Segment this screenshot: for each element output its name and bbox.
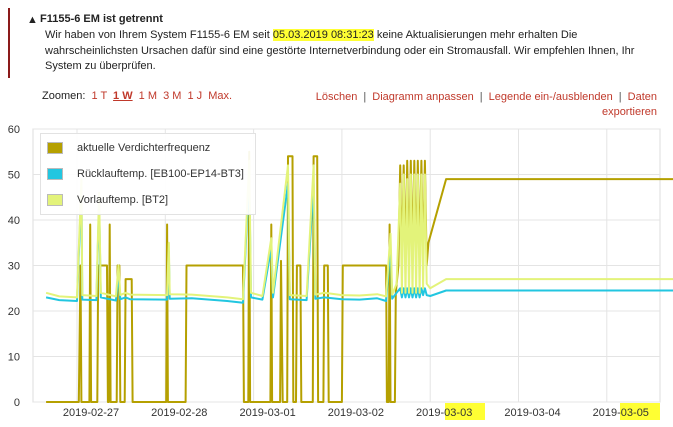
chart-legend: aktuelle Verdichterfrequenz Rücklauftemp…	[40, 133, 256, 215]
alert-timestamp: 05.03.2019 08:31:23	[272, 29, 374, 41]
highlight-marker	[620, 403, 660, 420]
y-tick-label: 20	[8, 306, 20, 318]
legend-label: aktuelle Verdichterfrequenz	[77, 142, 211, 154]
y-tick-label: 10	[8, 352, 20, 364]
legend-label: Rücklauftemp. [EB100-EP14-BT3]	[77, 168, 244, 180]
legend-item-compressor-frequency[interactable]: aktuelle Verdichterfrequenz	[47, 141, 210, 155]
delete-link[interactable]: Löschen	[315, 91, 358, 103]
alert-title: F1155-6 EM ist getrennt	[40, 13, 163, 25]
legend-swatch	[47, 142, 63, 154]
zoom-option-1w[interactable]: 1 W	[113, 90, 133, 102]
highlight-marker	[445, 403, 485, 420]
y-tick-label: 0	[14, 397, 20, 409]
x-tick-label: 2019-02-27	[63, 407, 119, 419]
adjust-chart-link[interactable]: Diagramm anpassen	[372, 91, 474, 103]
chart-toolbar: Löschen | Diagramm anpassen | Legende ein-/a…	[297, 90, 657, 120]
separator: |	[363, 91, 367, 103]
series-line-1	[46, 150, 673, 403]
legend-label: Vorlauftemp. [BT2]	[77, 194, 169, 206]
alert-text-after: keine Aktualisierungen mehr erhalten Die…	[45, 29, 635, 72]
warning-icon: ▲	[27, 14, 38, 26]
zoom-option-1t[interactable]: 1 T	[91, 90, 107, 102]
y-axis: 0 10 20 30 40 50 60	[8, 124, 20, 409]
x-tick-label: 2019-03-05	[593, 407, 649, 419]
disconnect-alert: ▲ F1155-6 EM ist getrennt Wir haben von …	[8, 8, 670, 78]
export-data-link[interactable]: Daten exportieren	[601, 91, 657, 118]
x-tick-label: 2019-03-01	[239, 407, 295, 419]
alert-text-before: Wir haben von Ihrem System F1155-6 EM se…	[45, 29, 273, 41]
legend-item-flow-temp[interactable]: Vorlauftemp. [BT2]	[47, 193, 168, 207]
alert-message: Wir haben von Ihrem System F1155-6 EM se…	[45, 28, 665, 75]
x-tick-label: 2019-02-28	[151, 407, 207, 419]
legend-swatch	[47, 168, 63, 180]
zoom-option-3m[interactable]: 3 M	[163, 90, 182, 102]
toggle-legend-link[interactable]: Legende ein-/ausblenden	[488, 91, 613, 103]
zoom-bar: Zoomen: 1 T 1 W 1 M 3 M 1 J Max.	[42, 90, 232, 102]
zoom-option-max[interactable]: Max.	[208, 90, 233, 102]
zoom-option-1j[interactable]: 1 J	[187, 90, 203, 102]
y-tick-label: 30	[8, 261, 20, 273]
y-tick-label: 40	[8, 215, 20, 227]
legend-item-return-temp[interactable]: Rücklauftemp. [EB100-EP14-BT3]	[47, 167, 244, 181]
y-tick-label: 60	[8, 124, 20, 136]
zoom-option-1m[interactable]: 1 M	[138, 90, 158, 102]
zoom-label: Zoomen:	[42, 90, 86, 102]
legend-swatch	[47, 194, 63, 206]
x-tick-label: 2019-03-03	[416, 407, 472, 419]
series-line-3	[45, 159, 673, 301]
chart-series	[45, 150, 673, 403]
x-axis: 2019-02-27 2019-02-28 2019-03-01 2019-03-02…	[63, 407, 649, 419]
separator: |	[618, 91, 622, 103]
x-tick-label: 2019-03-04	[504, 407, 560, 419]
y-tick-label: 50	[8, 170, 20, 182]
x-tick-label: 2019-03-02	[328, 407, 384, 419]
separator: |	[479, 91, 483, 103]
